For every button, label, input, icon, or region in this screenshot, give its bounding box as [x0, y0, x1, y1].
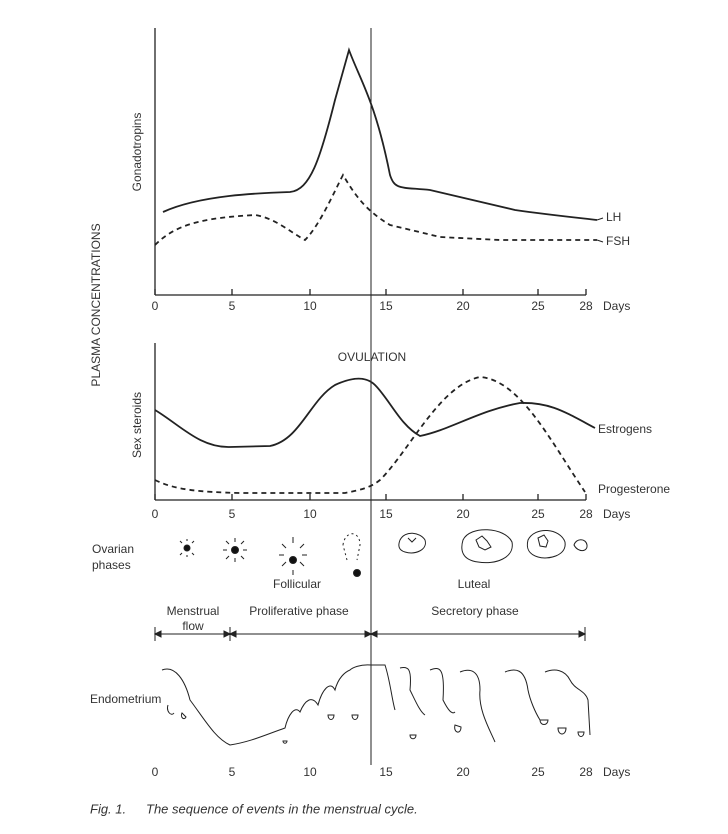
phase-label: Menstrual — [167, 604, 220, 618]
days-label: Days — [603, 507, 630, 521]
endometrium — [161, 664, 591, 746]
day-tick-label: 0 — [152, 299, 159, 313]
series-label: FSH — [606, 234, 630, 248]
row-label: phases — [92, 558, 131, 572]
day-tick-label: 5 — [229, 299, 236, 313]
day-tick-label: 15 — [379, 765, 393, 779]
day-tick-label: 28 — [579, 299, 593, 313]
day-tick-label: 20 — [456, 765, 470, 779]
follicle-icons — [179, 529, 588, 577]
days-label: Days — [603, 765, 630, 779]
phase-arrows — [153, 627, 587, 641]
estrogen-curve — [154, 377, 596, 448]
series-label: LH — [606, 210, 621, 224]
day-tick-label: 20 — [456, 507, 470, 521]
caption-number: Fig. 1. — [90, 801, 126, 816]
phase-label: flow — [182, 619, 204, 633]
day-tick-label: 10 — [303, 299, 317, 313]
row-label: Endometrium — [90, 692, 161, 706]
lh-curve — [162, 47, 598, 221]
day-tick-label: 28 — [579, 765, 593, 779]
progesterone-curve — [154, 376, 586, 494]
day-tick-label: 0 — [152, 765, 159, 779]
day-tick-label: 28 — [579, 507, 593, 521]
day-tick-label: 5 — [229, 507, 236, 521]
event-label: OVULATION — [338, 350, 406, 364]
days-label: Days — [603, 299, 630, 313]
day-tick-label: 25 — [531, 507, 545, 521]
day-tick-label: 25 — [531, 299, 545, 313]
caption: The sequence of events in the menstrual … — [146, 801, 418, 816]
phase-label: Luteal — [458, 577, 491, 591]
gland-icons — [167, 704, 585, 744]
day-tick-label: 5 — [229, 765, 236, 779]
day-tick-label: 20 — [456, 299, 470, 313]
axis-label: Sex steroids — [130, 392, 144, 458]
day-tick-label: 15 — [379, 299, 393, 313]
fsh-curve — [154, 173, 597, 246]
day-tick-label: 10 — [303, 507, 317, 521]
axis-label: Gonadotropins — [130, 113, 144, 192]
series-label: Progesterone — [598, 482, 670, 496]
leader — [596, 239, 604, 243]
row-label: Ovarian — [92, 542, 134, 556]
day-tick-label: 10 — [303, 765, 317, 779]
day-tick-label: 25 — [531, 765, 545, 779]
axis-title: PLASMA CONCENTRATIONS — [89, 223, 103, 386]
phase-label: Secretory phase — [431, 604, 519, 618]
phase-label: Proliferative phase — [249, 604, 349, 618]
day-tick-label: 0 — [152, 507, 159, 521]
series-label: Estrogens — [598, 422, 652, 436]
leader — [596, 217, 604, 221]
phase-label: Follicular — [273, 577, 321, 591]
day-tick-label: 15 — [379, 507, 393, 521]
